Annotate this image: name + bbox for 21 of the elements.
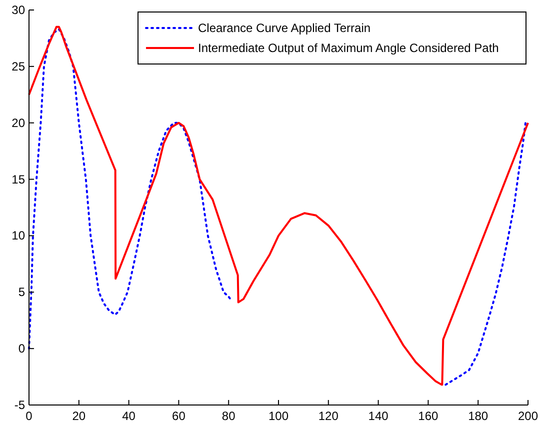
x-tick-label: 160 (418, 409, 439, 423)
line-series (444, 122, 527, 386)
x-tick-label: 140 (368, 409, 389, 423)
y-tick-label: 10 (12, 228, 26, 243)
y-tick-label: 0 (18, 342, 26, 356)
y-tick-label: 30 (12, 3, 26, 17)
x-tick-label: 40 (122, 409, 136, 423)
y-tick-label: 5 (18, 285, 26, 300)
x-tick-label: 20 (72, 409, 86, 423)
legend-label: Clearance Curve Applied Terrain (198, 21, 371, 35)
x-tick-label: 180 (468, 409, 488, 423)
y-tick-label: 25 (12, 59, 26, 74)
x-tick-label: 60 (172, 409, 186, 423)
y-tick-label: -5 (14, 398, 26, 412)
y-tick-label: 15 (12, 172, 26, 186)
x-tick-label: 120 (318, 409, 339, 423)
x-tick-label: 80 (222, 409, 236, 423)
x-tick-label: 200 (518, 409, 538, 423)
legend-label: Intermediate Output of Maximum Angle Considered Path (198, 41, 499, 55)
x-tick-label: 100 (268, 409, 289, 423)
y-tick-label: 20 (12, 116, 26, 130)
